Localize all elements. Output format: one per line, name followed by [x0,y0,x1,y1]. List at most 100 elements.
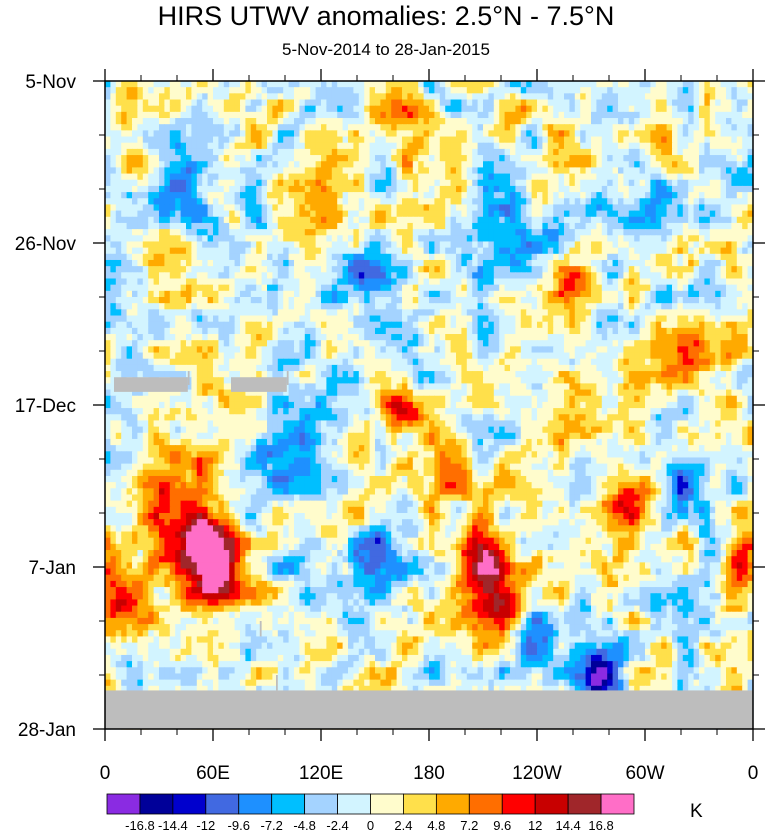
field-cell [207,142,214,150]
field-cell [547,179,554,187]
field-cell [709,161,716,168]
field-cell [342,99,349,107]
field-cell [191,309,198,317]
field-cell [304,222,311,230]
field-cell [283,105,290,113]
field-cell [353,93,360,101]
field-cell [418,309,425,317]
field-cell [672,229,678,236]
field-cell [596,266,603,273]
field-cell [218,327,225,335]
field-cell [580,130,587,138]
field-cell [310,173,317,181]
field-cell [477,297,484,304]
field-cell [180,198,187,206]
field-cell [288,327,295,335]
field-cell [202,247,209,255]
field-cell [396,136,403,144]
field-cell [294,93,300,101]
field-cell [115,303,122,310]
field-cell [256,179,263,187]
field-cell [418,204,425,212]
field-cell [288,259,295,267]
field-cell [321,167,327,175]
field-cell [240,284,246,292]
field-cell [142,222,149,230]
field-cell [623,290,630,298]
field-cell [186,284,192,292]
field-cell [461,142,468,150]
field-cell [423,148,430,156]
field-cell [402,148,408,156]
field-cell [747,81,754,88]
field-cell [137,161,144,168]
field-cell [645,204,651,212]
field-cell [240,185,246,193]
field-cell [240,229,246,236]
field-cell [358,167,365,175]
field-cell [483,290,489,298]
field-cell [353,210,360,218]
field-cell [709,118,716,125]
field-cell [709,192,716,199]
field-cell [153,87,160,94]
field-cell [159,173,165,181]
field-cell [526,309,533,317]
field-cell [461,321,468,329]
field-cell [477,235,484,243]
field-cell [720,155,727,162]
field-cell [218,290,225,298]
field-cell [655,229,662,236]
field-cell [353,130,360,138]
field-cell [299,321,306,329]
field-cell [688,142,695,150]
field-cell [164,235,171,243]
field-cell [466,241,473,249]
field-cell [531,284,538,292]
field-cell [137,81,144,88]
field-cell [288,229,295,236]
field-cell [596,210,603,218]
field-cell [639,185,646,193]
field-cell [639,259,646,267]
field-cell [331,99,338,107]
field-cell [477,216,484,224]
field-cell [229,266,236,273]
field-cell [223,81,230,88]
field-cell [331,105,338,113]
field-cell [283,192,290,199]
field-cell [493,321,500,329]
field-cell [585,111,592,119]
field-cell [250,192,257,199]
field-cell [596,167,603,175]
field-cell [272,93,279,101]
field-cell [261,210,268,218]
field-cell [121,284,128,292]
field-cell [256,290,263,298]
field-cell [434,192,441,199]
field-cell [499,173,506,181]
field-cell [245,148,252,156]
field-cell [558,155,565,162]
field-cell [223,284,230,292]
field-cell [682,136,689,144]
field-cell [353,185,360,193]
field-cell [207,278,214,286]
field-cell [493,309,500,317]
field-cell [477,247,484,255]
field-cell [461,210,468,218]
field-cell [456,309,462,317]
field-cell [213,118,219,125]
field-cell [488,185,495,193]
field-cell [137,136,144,144]
field-cell [434,93,441,101]
field-cell [412,235,419,243]
field-cell [256,241,263,249]
field-cell [126,179,133,187]
field-cell [412,87,419,94]
field-cell [618,284,624,292]
field-cell [337,105,344,113]
field-cell [596,136,603,144]
field-cell [612,173,619,181]
field-cell [240,124,246,131]
